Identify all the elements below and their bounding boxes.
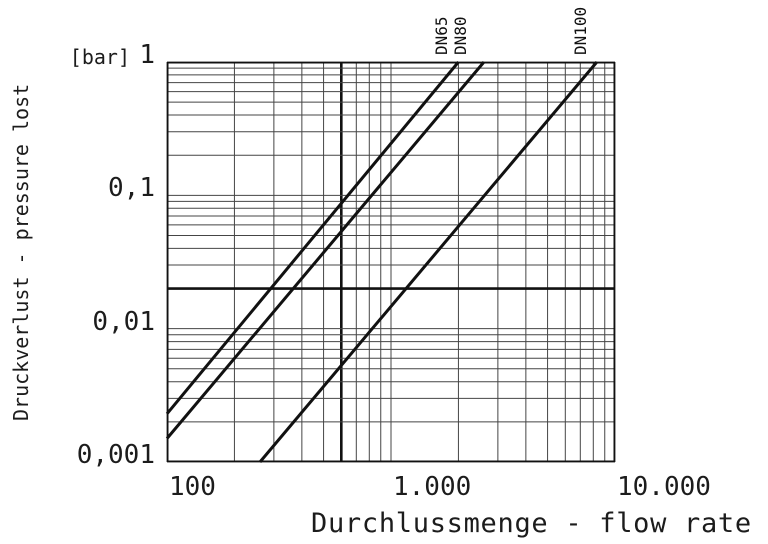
series-line-dn100 <box>258 61 599 463</box>
y-axis-unit-label: [bar] <box>69 45 130 69</box>
plot-border <box>167 62 615 462</box>
x-tick-label: 1.000 <box>393 472 472 502</box>
series-label-dn65: DN65 <box>432 16 452 55</box>
series-label-dn80: DN80 <box>450 16 470 55</box>
y-tick-label: 0,001 <box>76 440 155 470</box>
plot-area <box>165 61 616 463</box>
x-tick-label: 10.000 <box>617 472 711 502</box>
y-tick-label: 1 <box>139 40 155 70</box>
series-label-dn100: DN100 <box>570 6 590 55</box>
series-line-dn65 <box>165 61 460 415</box>
x-tick-label: 100 <box>169 472 216 502</box>
y-axis-title: Druckverlust - pressure lost <box>9 83 33 421</box>
y-tick-label: 0,01 <box>92 306 155 337</box>
y-tick-label: 0,1 <box>108 173 155 204</box>
series-line-dn80 <box>165 61 486 440</box>
x-axis-title: Durchlussmenge - flow rate <box>311 508 752 539</box>
